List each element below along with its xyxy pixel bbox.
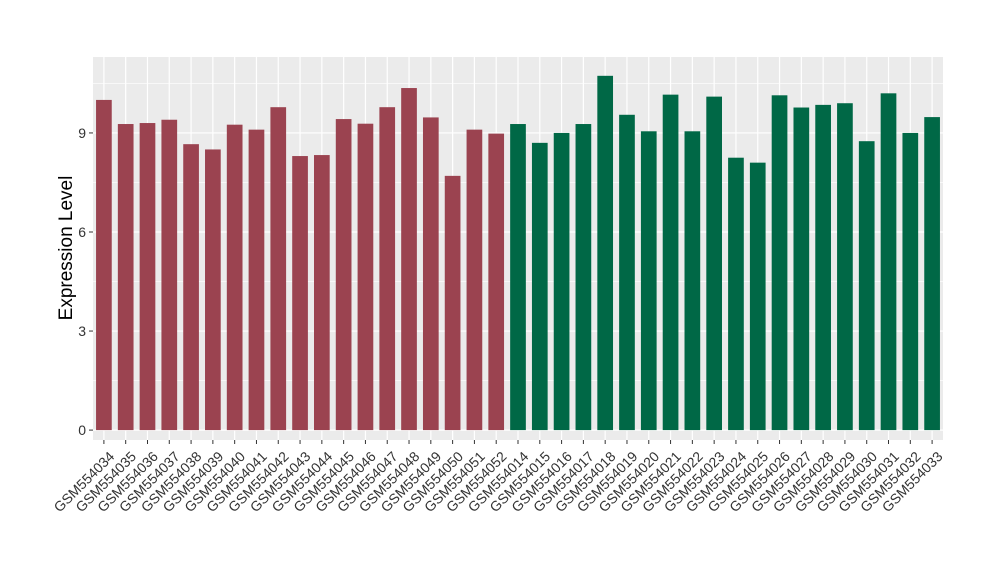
bar-GSM554017 bbox=[575, 124, 592, 431]
x-axis: GSM554034GSM554035GSM554036GSM554037GSM5… bbox=[50, 440, 946, 515]
bar-GSM554033 bbox=[924, 117, 940, 431]
bars bbox=[96, 75, 940, 431]
y-tick-label: 9 bbox=[78, 125, 86, 141]
bar-GSM554031 bbox=[880, 93, 897, 431]
bar-GSM554035 bbox=[117, 124, 134, 431]
bar-GSM554014 bbox=[510, 124, 526, 431]
y-tick-label: 6 bbox=[78, 224, 86, 240]
bar-GSM554042 bbox=[270, 107, 287, 431]
bar-GSM554015 bbox=[531, 142, 548, 431]
bar-GSM554019 bbox=[619, 114, 635, 431]
bar-GSM554016 bbox=[553, 132, 570, 431]
bar-GSM554021 bbox=[662, 94, 679, 431]
bar-GSM554046 bbox=[357, 123, 374, 431]
bar-GSM554040 bbox=[226, 124, 243, 431]
bar-GSM554018 bbox=[597, 75, 614, 431]
bar-GSM554037 bbox=[161, 119, 178, 431]
bar-GSM554036 bbox=[139, 123, 156, 431]
bar-GSM554047 bbox=[379, 107, 396, 431]
bar-GSM554043 bbox=[292, 156, 308, 431]
bar-GSM554051 bbox=[466, 129, 483, 431]
y-axis-title: Expression Level bbox=[56, 176, 77, 321]
bar-GSM554020 bbox=[640, 131, 657, 431]
bar-GSM554041 bbox=[248, 129, 265, 431]
bar-GSM554038 bbox=[183, 144, 199, 431]
bar-GSM554049 bbox=[422, 117, 439, 431]
bar-GSM554052 bbox=[488, 133, 505, 431]
bar-GSM554039 bbox=[205, 149, 221, 431]
y-axis: 0 3 6 9 bbox=[78, 125, 93, 438]
y-tick-label: 3 bbox=[78, 323, 86, 339]
bar-GSM554022 bbox=[684, 131, 701, 431]
bar-GSM554024 bbox=[728, 157, 744, 431]
bar-GSM554027 bbox=[793, 107, 810, 431]
bar-GSM554029 bbox=[837, 103, 853, 431]
bar-GSM554048 bbox=[401, 88, 417, 431]
bar-GSM554026 bbox=[771, 95, 788, 431]
bar-GSM554045 bbox=[335, 119, 352, 431]
bar-GSM554030 bbox=[858, 141, 875, 431]
bar-GSM554025 bbox=[749, 162, 766, 431]
bar-GSM554028 bbox=[815, 104, 831, 431]
y-tick-label: 0 bbox=[78, 422, 86, 438]
bar-GSM554032 bbox=[902, 132, 919, 431]
bar-GSM554023 bbox=[706, 96, 722, 431]
bar-GSM554050 bbox=[444, 175, 461, 431]
bar-GSM554044 bbox=[314, 155, 330, 431]
bar-GSM554034 bbox=[96, 99, 112, 431]
